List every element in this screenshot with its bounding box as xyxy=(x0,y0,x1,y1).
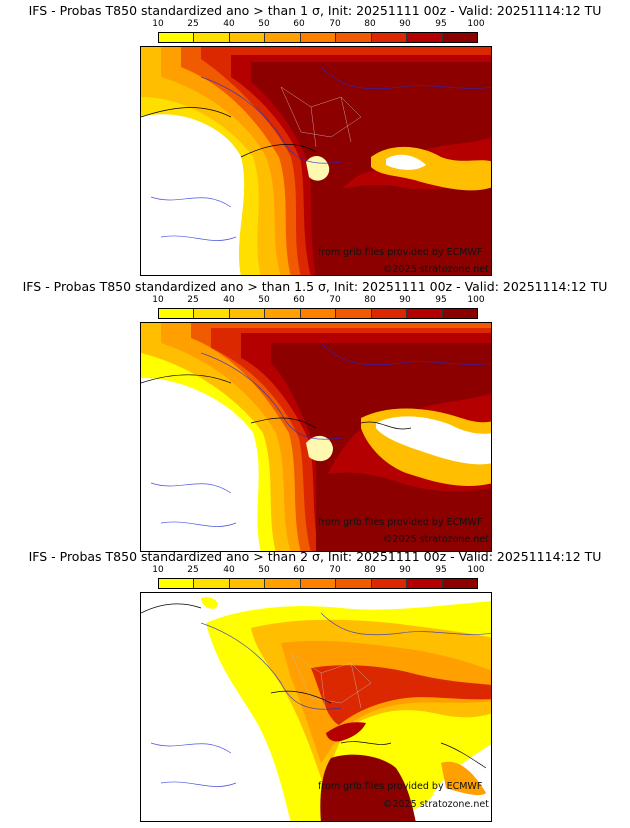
colorbar-segment xyxy=(194,579,230,588)
colorbar xyxy=(158,308,478,319)
tick-label: 50 xyxy=(258,565,270,575)
tick-label: 70 xyxy=(329,295,341,305)
site-credit: ©2025 stratozone.net xyxy=(383,799,489,810)
tick-label: 80 xyxy=(364,295,376,305)
tick-label: 100 xyxy=(467,19,485,29)
tick-label: 50 xyxy=(258,19,270,29)
panel-2: IFS - Probas T850 standardized ano > tha… xyxy=(0,276,630,552)
colorbar-segment xyxy=(159,33,195,42)
colorbar-segment xyxy=(336,579,372,588)
colorbar-segment xyxy=(336,33,372,42)
colorbar-segment xyxy=(371,309,408,318)
colorbar-segment xyxy=(407,579,443,588)
map-canvas xyxy=(141,323,491,551)
site-credit: ©2025 stratozone.net xyxy=(383,534,489,545)
tick-label: 95 xyxy=(435,295,447,305)
colorbar xyxy=(158,578,478,589)
tick-label: 60 xyxy=(293,19,305,29)
panel-title: IFS - Probas T850 standardized ano > tha… xyxy=(28,3,602,18)
colorbar-segment xyxy=(336,309,372,318)
probability-map[interactable] xyxy=(140,592,492,822)
colorbar-segment xyxy=(442,33,477,42)
colorbar-segment xyxy=(229,579,266,588)
colorbar-segment xyxy=(442,309,477,318)
tick-label: 80 xyxy=(364,19,376,29)
tick-label: 100 xyxy=(467,295,485,305)
colorbar-segment xyxy=(442,579,477,588)
probability-map[interactable] xyxy=(140,322,492,552)
colorbar-segment xyxy=(371,579,408,588)
tick-label: 90 xyxy=(399,19,411,29)
tick-label: 95 xyxy=(435,565,447,575)
colorbar-segment xyxy=(265,309,301,318)
tick-label: 10 xyxy=(152,19,164,29)
tick-label: 40 xyxy=(223,19,235,29)
colorbar-segment xyxy=(194,309,230,318)
panel-title: IFS - Probas T850 standardized ano > tha… xyxy=(28,549,602,564)
tick-label: 10 xyxy=(152,295,164,305)
tick-label: 25 xyxy=(187,19,199,29)
colorbar-segment xyxy=(229,309,266,318)
tick-label: 60 xyxy=(293,565,305,575)
tick-label: 50 xyxy=(258,295,270,305)
site-credit: ©2025 stratozone.net xyxy=(383,264,489,275)
colorbar-segment xyxy=(159,579,195,588)
tick-label: 40 xyxy=(223,565,235,575)
tick-label: 80 xyxy=(364,565,376,575)
colorbar-segment xyxy=(407,33,443,42)
map-canvas xyxy=(141,47,491,275)
colorbar-segment xyxy=(229,33,266,42)
panel-1: IFS - Probas T850 standardized ano > tha… xyxy=(0,0,630,276)
colorbar-segment xyxy=(300,309,337,318)
panel-title: IFS - Probas T850 standardized ano > tha… xyxy=(22,279,608,294)
source-credit: from grib files provided by ECMWF xyxy=(318,517,483,528)
tick-label: 70 xyxy=(329,19,341,29)
tick-label: 25 xyxy=(187,295,199,305)
probability-map[interactable] xyxy=(140,46,492,276)
tick-label: 90 xyxy=(399,565,411,575)
tick-label: 100 xyxy=(467,565,485,575)
colorbar xyxy=(158,32,478,43)
map-canvas xyxy=(141,597,491,821)
tick-label: 10 xyxy=(152,565,164,575)
tick-label: 25 xyxy=(187,565,199,575)
colorbar-segment xyxy=(300,579,337,588)
tick-label: 95 xyxy=(435,19,447,29)
colorbar-segment xyxy=(265,33,301,42)
tick-label: 90 xyxy=(399,295,411,305)
tick-label: 70 xyxy=(329,565,341,575)
colorbar-segment xyxy=(159,309,195,318)
colorbar-segment xyxy=(407,309,443,318)
source-credit: from grib files provided by ECMWF xyxy=(318,781,483,792)
colorbar-segment xyxy=(300,33,337,42)
colorbar-segment xyxy=(265,579,301,588)
tick-label: 40 xyxy=(223,295,235,305)
panel-3: IFS - Probas T850 standardized ano > tha… xyxy=(0,546,630,822)
source-credit: from grib files provided by ECMWF xyxy=(318,247,483,258)
colorbar-segment xyxy=(371,33,408,42)
tick-label: 60 xyxy=(293,295,305,305)
colorbar-segment xyxy=(194,33,230,42)
